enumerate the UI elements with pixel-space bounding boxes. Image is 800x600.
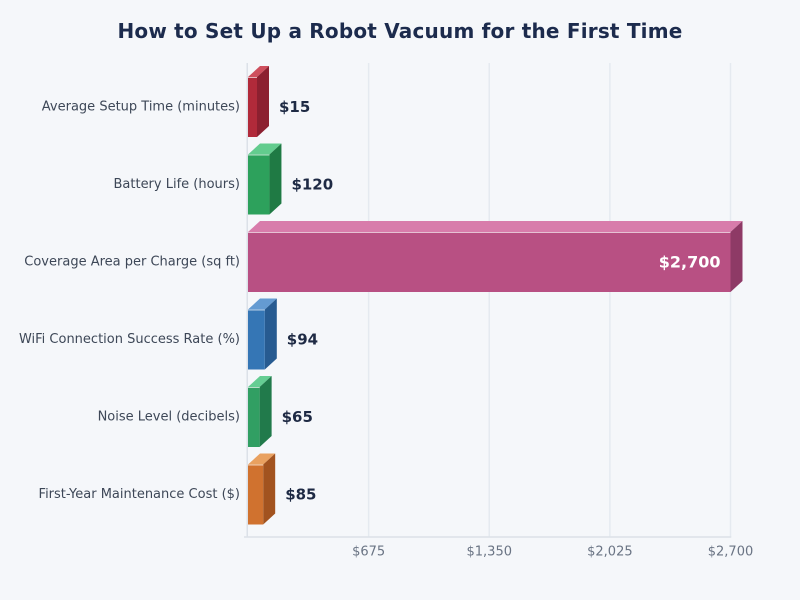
category-label: First-Year Maintenance Cost ($) bbox=[39, 487, 240, 502]
category-label: Average Setup Time (minutes) bbox=[42, 100, 240, 115]
bar-blue: $94 bbox=[248, 298, 318, 370]
bar-top-face bbox=[248, 143, 282, 155]
bar-side-face bbox=[264, 298, 277, 370]
bar-pink: $2,700 bbox=[248, 221, 743, 292]
bar-front-face bbox=[248, 77, 257, 137]
value-label: $15 bbox=[279, 98, 310, 116]
x-tick-label: $675 bbox=[352, 545, 385, 560]
bar-top-face bbox=[248, 298, 277, 310]
category-label: Noise Level (decibels) bbox=[98, 410, 240, 425]
value-label: $120 bbox=[291, 176, 333, 194]
bar-front-face bbox=[248, 464, 264, 525]
bar-top-face bbox=[248, 221, 743, 232]
x-tick-label: $1,350 bbox=[467, 545, 513, 560]
category-label: Coverage Area per Charge (sq ft) bbox=[24, 255, 240, 270]
bar-green: $120 bbox=[248, 143, 333, 215]
value-label: $65 bbox=[282, 408, 313, 426]
bar-side-face bbox=[257, 66, 269, 137]
bar-side-face bbox=[269, 143, 282, 215]
value-label: $94 bbox=[287, 331, 318, 349]
bar-top-face bbox=[248, 376, 272, 387]
value-label: $2,700 bbox=[659, 253, 721, 272]
bar-front-face bbox=[248, 309, 265, 370]
bar-front-face bbox=[248, 154, 270, 215]
bar-seafoam-green: $65 bbox=[248, 376, 313, 447]
category-label: WiFi Connection Success Rate (%) bbox=[19, 332, 240, 347]
bar-top-face bbox=[248, 66, 269, 77]
x-tick-label: $2,025 bbox=[587, 545, 633, 560]
category-label: Battery Life (hours) bbox=[113, 177, 240, 192]
value-label: $85 bbox=[285, 486, 316, 504]
bar-front-face bbox=[248, 232, 731, 292]
bar-side-face bbox=[263, 453, 276, 525]
bar-side-face bbox=[730, 221, 743, 292]
bar-orange: $85 bbox=[248, 453, 317, 525]
bar-front-face bbox=[248, 387, 260, 447]
chart-title: How to Set Up a Robot Vacuum for the Fir… bbox=[117, 19, 683, 43]
x-tick-label: $2,700 bbox=[708, 545, 754, 560]
bar-top-face bbox=[248, 453, 276, 465]
bar-side-face bbox=[259, 376, 272, 447]
bar-red: $15 bbox=[248, 66, 310, 137]
